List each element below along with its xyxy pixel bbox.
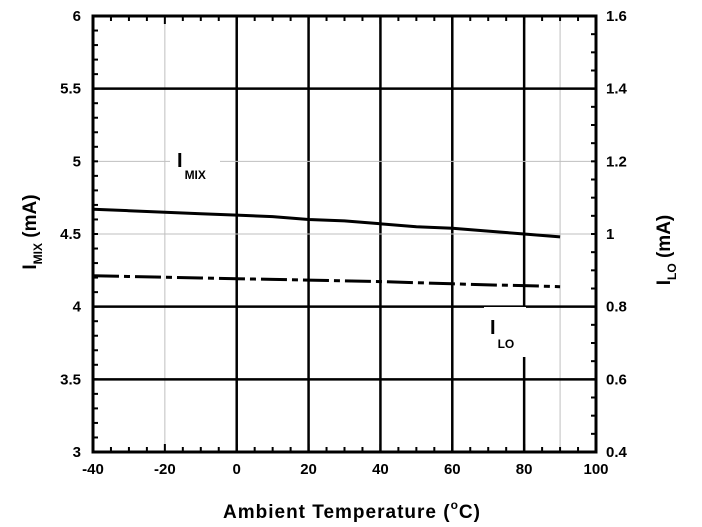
y-right-tick-label: 1.6 xyxy=(606,8,627,25)
x-tick-label: -20 xyxy=(154,461,176,478)
y-right-tick-label: 1.4 xyxy=(606,81,628,98)
y-right-title-tail: (mA) xyxy=(654,215,675,264)
x-tick-label: 40 xyxy=(372,461,389,478)
x-tick-label: 100 xyxy=(583,461,608,478)
x-tick-label: 60 xyxy=(444,461,461,478)
imix-annotation-sub: MIX xyxy=(185,168,206,182)
y-right-tick-label: 1 xyxy=(606,226,614,243)
y-left-tick-label: 5.5 xyxy=(60,81,81,98)
y-left-title-tail: (mA) xyxy=(20,194,41,243)
imix-annotation-bg xyxy=(170,140,220,186)
imix-annotation-main: I xyxy=(177,150,183,172)
y-left-axis-title: IMIX (mA) xyxy=(20,194,45,269)
ilo-annotation-bg xyxy=(484,307,526,357)
y-left-title-main: I xyxy=(20,264,41,269)
svg-text:IMIX (mA): IMIX (mA) xyxy=(20,194,45,269)
y-right-tick-label: 0.6 xyxy=(606,371,627,388)
y-right-tick-label: 0.8 xyxy=(606,299,627,316)
x-title-sup: o xyxy=(451,498,459,512)
x-title-tail: C) xyxy=(459,502,481,523)
x-tick-label: 80 xyxy=(516,461,533,478)
x-axis-title: Ambient Temperature (oC) xyxy=(223,498,481,523)
y-right-title-main: I xyxy=(654,280,675,285)
series-line-imix xyxy=(92,207,561,239)
series-line-ilo xyxy=(92,274,561,289)
x-tick-label: 20 xyxy=(300,461,317,478)
y-right-axis-title: ILO (mA) xyxy=(654,215,679,286)
y-left-title-sub: MIX xyxy=(31,243,45,264)
y-left-tick-label: 3 xyxy=(73,444,81,461)
ilo-annotation-sub: LO xyxy=(498,337,515,351)
ilo-annotation: ILO xyxy=(490,317,514,351)
x-tick-label: 0 xyxy=(233,461,241,478)
y-left-tick-label: 4.5 xyxy=(60,226,81,243)
x-tick-label: -40 xyxy=(82,461,104,478)
y-left-tick-label: 6 xyxy=(73,8,81,25)
svg-text:ILO (mA): ILO (mA) xyxy=(654,215,679,286)
y-right-tick-label: 1.2 xyxy=(606,153,627,170)
tick-labels: -40 -20 0 20 40 60 80 100 3 3.5 4 4.5 5 5.5 6 0.4 0.6 0.8… xyxy=(60,8,627,478)
y-left-tick-label: 5 xyxy=(73,153,81,170)
tick-marks xyxy=(92,15,597,453)
series-layer xyxy=(92,207,561,289)
y-right-tick-label: 0.4 xyxy=(606,444,628,461)
x-title-main: Ambient Temperature ( xyxy=(223,502,451,523)
ilo-annotation-main: I xyxy=(490,317,496,339)
y-right-title-sub: LO xyxy=(665,263,679,280)
y-left-tick-label: 3.5 xyxy=(60,371,81,388)
imix-annotation: IMIX xyxy=(177,150,206,182)
y-left-tick-label: 4 xyxy=(73,299,82,316)
